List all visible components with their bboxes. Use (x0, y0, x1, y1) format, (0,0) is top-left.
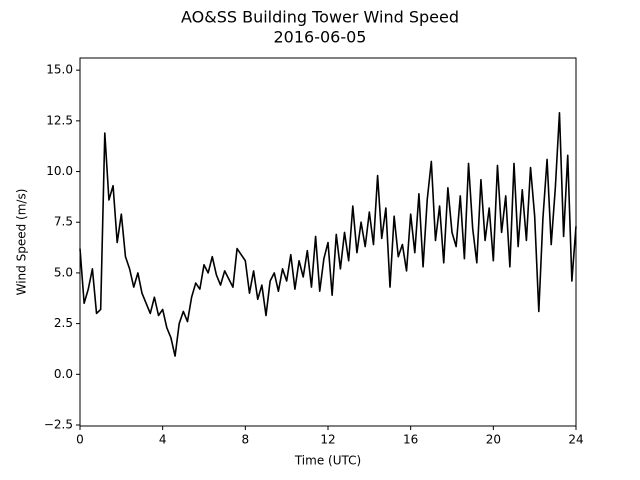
y-tick-label: 12.5 (46, 113, 73, 127)
y-tick-label: 0.0 (54, 367, 73, 381)
x-tick-label: 20 (486, 433, 501, 447)
y-axis-label: Wind Speed (m/s) (15, 189, 29, 296)
x-tick-label: 8 (242, 433, 250, 447)
data-line (79, 111, 577, 357)
y-tick-label: 5.0 (54, 265, 73, 279)
x-axis-label: Time (UTC) (294, 454, 361, 468)
chart-subtitle: 2016-06-05 (274, 28, 367, 47)
x-tick-label: 4 (159, 433, 167, 447)
chart-title: AO&SS Building Tower Wind Speed (181, 8, 459, 27)
y-tick-label: 7.5 (54, 215, 73, 229)
y-tick-label: −2.5 (44, 417, 73, 431)
x-tick-label: 24 (568, 433, 583, 447)
y-tick-label: 10.0 (46, 164, 73, 178)
x-tick-label: 12 (320, 433, 335, 447)
y-tick-label: 15.0 (46, 63, 73, 77)
y-tick-label: 2.5 (54, 316, 73, 330)
x-tick-label: 16 (403, 433, 418, 447)
x-tick-label: 0 (76, 433, 84, 447)
